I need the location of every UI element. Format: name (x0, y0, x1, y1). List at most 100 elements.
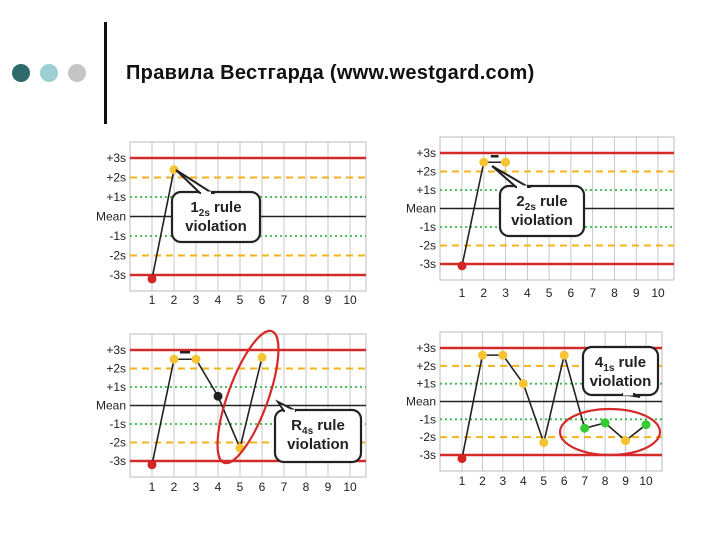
data-point (191, 354, 201, 364)
annotation-violation: violation (590, 373, 652, 390)
x-tick-label: 4 (524, 286, 531, 300)
x-tick-label: 9 (633, 286, 640, 300)
x-tick-label: 1 (149, 293, 156, 307)
y-axis-label: Mean (406, 395, 436, 409)
x-tick-label: 8 (611, 286, 618, 300)
annotation-rule-main: 4 (595, 354, 604, 371)
annotation-rule-main: R (291, 417, 302, 434)
y-axis-label: -2s (109, 436, 126, 450)
x-tick-label: 9 (325, 293, 332, 307)
x-tick-label: 1 (459, 474, 466, 488)
annotation-violation: violation (511, 212, 573, 229)
annotation-title: 41s rule (595, 354, 646, 374)
data-point (518, 379, 528, 389)
dot-3 (68, 64, 86, 82)
x-tick-label: 10 (343, 480, 357, 494)
y-axis-label: -2s (419, 239, 436, 253)
annotation-title: R4s rule (291, 417, 345, 437)
x-tick-label: 5 (540, 474, 547, 488)
x-tick-label: 8 (602, 474, 609, 488)
annotation-rule-sub: 2s (525, 202, 537, 213)
y-axis-label: +1s (416, 183, 436, 197)
data-point (559, 350, 569, 360)
data-point (501, 157, 511, 167)
annotation-box (273, 408, 363, 464)
data-point (600, 418, 610, 428)
y-axis-label: -1s (419, 220, 436, 234)
annotation-box (170, 190, 262, 244)
y-axis-label: -1s (109, 417, 126, 431)
annotation-violation: violation (185, 218, 247, 235)
annotation-rule-rest: rule (210, 199, 242, 216)
x-tick-label: 4 (215, 480, 222, 494)
data-point (621, 436, 631, 446)
annotation-rule-rest: rule (313, 417, 345, 434)
x-tick-label: 3 (500, 474, 507, 488)
annotation-rule-rest: rule (614, 354, 646, 371)
series-line (461, 354, 647, 459)
annotation-rule-main: 1 (190, 199, 198, 216)
data-point (539, 438, 549, 448)
data-point (147, 460, 157, 470)
y-axis-label: +1s (416, 377, 436, 391)
data-point (457, 454, 467, 464)
y-axis-label: Mean (96, 399, 126, 413)
data-point (479, 157, 489, 167)
x-tick-label: 9 (622, 474, 629, 488)
y-axis-label: +2s (106, 171, 126, 185)
x-tick-label: 10 (343, 293, 357, 307)
y-axis-label: -3s (109, 268, 126, 282)
annotation-box (581, 345, 660, 397)
annotation-rule-rest: rule (536, 193, 568, 210)
y-axis-label: +1s (106, 190, 126, 204)
annotation-box (498, 184, 586, 238)
x-tick-label: 1 (459, 286, 466, 300)
title-divider (104, 22, 107, 124)
data-point (580, 423, 590, 433)
x-tick-label: 10 (651, 286, 665, 300)
y-axis-label: -3s (109, 454, 126, 468)
x-tick-label: 7 (589, 286, 596, 300)
x-tick-label: 4 (520, 474, 527, 488)
y-axis-label: +2s (416, 165, 436, 179)
data-point (169, 354, 179, 364)
annotation-rule-sub: 2s (199, 208, 211, 219)
annotation-rule-main: 2 (516, 193, 524, 210)
dot-1 (12, 64, 30, 82)
data-point (457, 261, 467, 271)
page-title: Правила Вестгарда (www.westgard.com) (126, 62, 535, 84)
y-axis-label: -3s (419, 448, 436, 462)
violation-ellipse (216, 329, 280, 465)
x-tick-label: 2 (171, 480, 178, 494)
x-tick-label: 3 (193, 293, 200, 307)
y-axis-label: Mean (406, 202, 436, 216)
data-point (498, 350, 508, 360)
x-tick-label: 6 (259, 293, 266, 307)
x-tick-label: 5 (237, 293, 244, 307)
x-tick-label: 1 (149, 480, 156, 494)
x-tick-label: 8 (303, 293, 310, 307)
x-tick-label: 5 (546, 286, 553, 300)
y-axis-label: -3s (419, 257, 436, 271)
y-axis-label: Mean (96, 210, 126, 224)
data-point (257, 352, 267, 362)
y-axis-label: -1s (109, 229, 126, 243)
x-tick-label: 5 (237, 480, 244, 494)
annotation-violation: violation (287, 436, 349, 453)
x-tick-label: 3 (502, 286, 509, 300)
x-tick-label: 7 (581, 474, 588, 488)
data-point (477, 350, 487, 360)
x-tick-label: 4 (215, 293, 222, 307)
y-axis-label: -2s (419, 430, 436, 444)
data-point (147, 274, 157, 284)
x-tick-label: 3 (193, 480, 200, 494)
x-tick-label: 9 (325, 480, 332, 494)
x-tick-label: 7 (281, 293, 288, 307)
x-tick-label: 6 (561, 474, 568, 488)
data-point (213, 391, 223, 401)
series-line (151, 357, 263, 465)
x-tick-label: 7 (281, 480, 288, 494)
x-tick-label: 2 (479, 474, 486, 488)
